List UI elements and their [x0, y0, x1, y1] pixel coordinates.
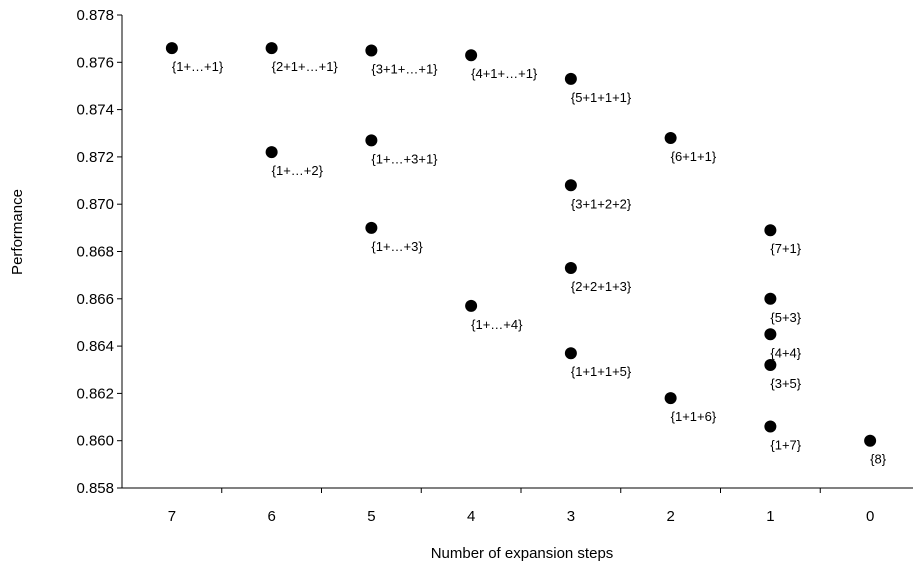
- data-point: [764, 224, 777, 237]
- x-tick-label: 0: [866, 508, 874, 525]
- y-tick-label: 0.876: [76, 54, 114, 71]
- data-label: {2+2+1+3}: [571, 279, 632, 294]
- y-tick-label: 0.872: [76, 149, 114, 166]
- y-tick-label: 0.874: [76, 102, 114, 119]
- y-tick-label: 0.870: [76, 196, 114, 213]
- x-tick-label: 2: [666, 508, 674, 525]
- data-point: [564, 179, 577, 192]
- data-point: [864, 434, 877, 447]
- data-label: {1+1+6}: [671, 409, 717, 424]
- x-tick-label: 1: [766, 508, 774, 525]
- data-point: [764, 328, 777, 341]
- data-label: {1+7}: [770, 438, 801, 453]
- data-label: {4+4}: [770, 345, 801, 360]
- data-point: [265, 42, 278, 55]
- data-label: {1+…+3+1}: [371, 151, 438, 166]
- x-tick-label: 3: [567, 508, 575, 525]
- data-point: [764, 292, 777, 305]
- data-label: {5+3}: [770, 310, 801, 325]
- data-point: [365, 221, 378, 234]
- data-point: [165, 42, 178, 55]
- data-point: [664, 131, 677, 144]
- data-point: [564, 262, 577, 275]
- y-tick-label: 0.878: [76, 7, 114, 24]
- data-label: {1+…+4}: [471, 317, 523, 332]
- y-tick-label: 0.864: [76, 338, 114, 355]
- data-label: {5+1+1+1}: [571, 90, 632, 105]
- data-label: {6+1+1}: [671, 149, 717, 164]
- y-tick-label: 0.866: [76, 291, 114, 308]
- y-tick-label: 0.858: [76, 480, 114, 497]
- x-tick-label: 7: [168, 508, 176, 525]
- point-labels: {1+…+1} {2+1+…+1} {1+…+2} {3+1+…+1} {1+…+3+1…: [172, 59, 887, 467]
- data-point: [365, 44, 378, 57]
- data-points: [165, 42, 877, 447]
- data-label: {4+1+…+1}: [471, 66, 538, 81]
- data-label: {7+1}: [770, 241, 801, 256]
- x-axis: 7 6 5 4 3 2 1 0: [122, 487, 913, 525]
- data-point: [564, 347, 577, 360]
- data-point: [265, 146, 278, 159]
- y-tick-label: 0.860: [76, 433, 114, 450]
- x-tick-label: 5: [367, 508, 375, 525]
- data-label: {2+1+…+1}: [272, 59, 339, 74]
- x-tick-label: 6: [267, 508, 275, 525]
- data-label: {3+1+2+2}: [571, 196, 632, 211]
- data-label: {1+…+1}: [172, 59, 224, 74]
- data-label: {8}: [870, 452, 887, 467]
- data-point: [365, 134, 378, 147]
- data-point: [564, 72, 577, 85]
- data-point: [465, 299, 478, 312]
- data-label: {1+…+3}: [371, 239, 423, 254]
- y-axis: 0.858 0.860 0.862 0.864 0.866 0.868 0.870 0.872…: [76, 7, 123, 497]
- data-point: [465, 49, 478, 62]
- data-point: [664, 392, 677, 405]
- data-point: [764, 420, 777, 433]
- y-axis-title: Performance: [9, 189, 26, 275]
- data-label: {3+1+…+1}: [371, 61, 438, 76]
- y-tick-label: 0.862: [76, 385, 114, 402]
- data-point: [764, 359, 777, 372]
- data-label: {1+1+1+5}: [571, 364, 632, 379]
- y-tick-label: 0.868: [76, 244, 114, 261]
- x-axis-title: Number of expansion steps: [431, 545, 614, 562]
- x-tick-label: 4: [467, 508, 475, 525]
- data-label: {1+…+2}: [272, 163, 324, 178]
- data-label: {3+5}: [770, 376, 801, 391]
